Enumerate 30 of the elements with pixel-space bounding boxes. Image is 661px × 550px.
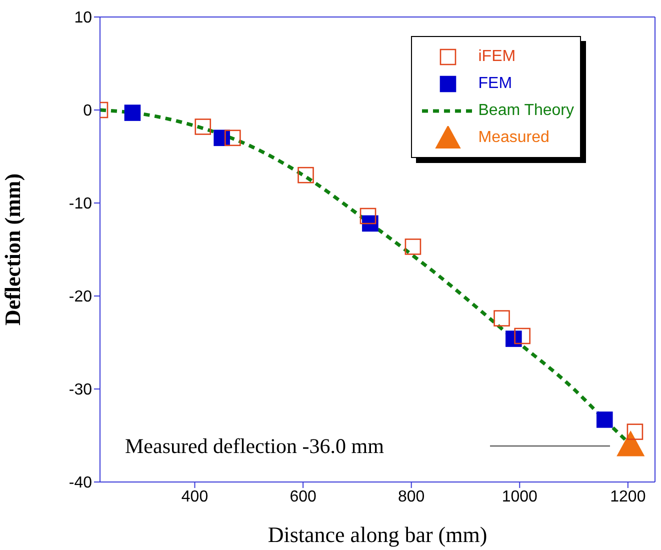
y-tick-label: -10 bbox=[68, 196, 92, 213]
point bbox=[224, 130, 241, 146]
legend-label: Measured bbox=[478, 128, 550, 146]
x-tick-label: 600 bbox=[290, 488, 316, 506]
point bbox=[124, 104, 141, 121]
point bbox=[626, 424, 644, 440]
y-tick-label: -40 bbox=[68, 474, 92, 492]
legend-label: FEM bbox=[478, 74, 512, 92]
y-axis-title: Deflection (mm) bbox=[0, 173, 25, 326]
legend-label: iFEM bbox=[478, 48, 516, 66]
x-tick-label: 1000 bbox=[502, 488, 538, 506]
legend-label: Beam Theory bbox=[478, 102, 574, 120]
y-tick-label: 10 bbox=[74, 10, 92, 27]
x-axis-title: Distance along bar (mm) bbox=[268, 522, 488, 547]
y-tick-label: 0 bbox=[83, 102, 92, 120]
point bbox=[194, 118, 212, 135]
x-tick-label: 800 bbox=[398, 488, 425, 506]
point bbox=[616, 431, 644, 456]
point bbox=[514, 328, 530, 344]
point bbox=[494, 310, 510, 326]
point bbox=[362, 215, 378, 232]
point bbox=[596, 412, 613, 428]
x-tick-label: 1200 bbox=[610, 488, 646, 506]
annotation: Measured deflection -36.0 mm bbox=[125, 434, 384, 458]
y-tick-label: -30 bbox=[68, 382, 92, 399]
point bbox=[360, 208, 376, 224]
y-tick-label: -20 bbox=[68, 288, 92, 306]
x-tick-label: 400 bbox=[181, 488, 208, 506]
point bbox=[404, 238, 422, 255]
point bbox=[298, 166, 314, 184]
